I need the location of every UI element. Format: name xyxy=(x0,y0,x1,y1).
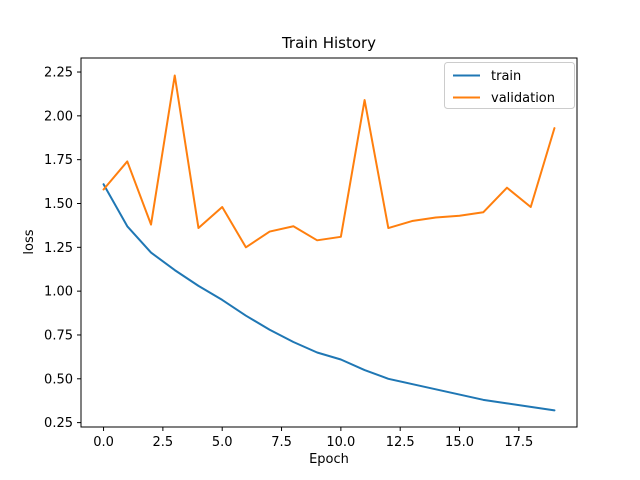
x-tick-label: 15.0 xyxy=(445,435,474,450)
y-axis-label: loss xyxy=(22,229,37,254)
y-tick-label: 0.25 xyxy=(44,416,73,431)
x-tick-label: 7.5 xyxy=(271,435,292,450)
y-tick-label: 1.00 xyxy=(44,285,73,300)
legend: train validation xyxy=(444,62,575,109)
plot-area: 0.0 2.5 5.0 7.5 10.0 12.5 15.0 17.5 0.25 0.50 0.75… xyxy=(44,57,578,450)
x-tick-label: 12.5 xyxy=(386,435,415,450)
chart-title: Train History xyxy=(281,34,376,52)
train-line xyxy=(102,183,556,412)
legend-label-validation: validation xyxy=(491,91,555,106)
legend-label-train: train xyxy=(491,69,521,84)
y-tick-label: 0.75 xyxy=(44,328,73,343)
x-tick-label: 2.5 xyxy=(153,435,174,450)
x-tick-label: 10.0 xyxy=(326,435,355,450)
validation-line xyxy=(102,74,556,249)
x-tick-label: 17.5 xyxy=(504,435,533,450)
y-tick-label: 2.00 xyxy=(44,109,73,124)
y-tick-label: 2.25 xyxy=(44,66,73,81)
x-tick-label: 5.0 xyxy=(212,435,233,450)
y-tick-label: 1.25 xyxy=(44,241,73,256)
axes-spines xyxy=(80,57,578,428)
y-tick-label: 1.75 xyxy=(44,153,73,168)
x-axis-label: Epoch xyxy=(309,452,349,467)
x-tick-label: 0.0 xyxy=(93,435,114,450)
y-tick-label: 1.50 xyxy=(44,197,73,212)
y-tick-label: 0.50 xyxy=(44,372,73,387)
